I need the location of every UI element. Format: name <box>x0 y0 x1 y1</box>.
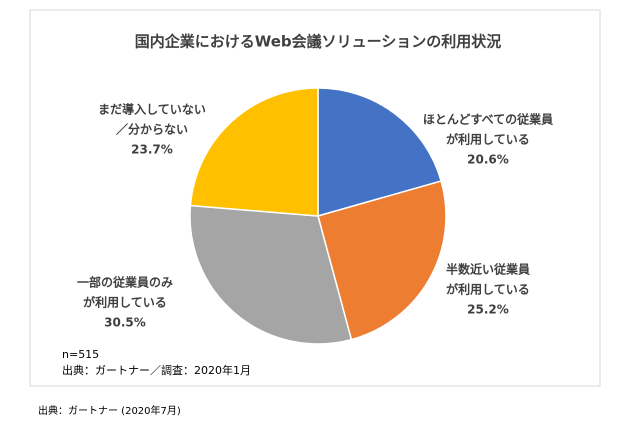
value-label: 25.2% <box>467 303 509 317</box>
value-label: 20.6% <box>467 153 509 167</box>
footer: 出典：ガートナー (2020年7月) <box>38 404 181 417</box>
pie-slice <box>317 180 447 341</box>
slice-label: 半数近い従業員 <box>446 262 530 277</box>
value-label: 23.7% <box>131 143 173 157</box>
slice-label: が利用している <box>83 295 167 310</box>
slice-label: 一部の従業員のみ <box>77 275 173 290</box>
slice-label: が利用している <box>446 282 530 297</box>
pie-slice <box>189 87 319 217</box>
chart-title: 国内企業におけるWeb会議ソリューションの利用状況 <box>135 33 502 51</box>
slice-label: が利用している <box>446 132 530 147</box>
note: n=515 <box>62 348 99 361</box>
slice-label: ほとんどすべての従業員 <box>423 112 553 127</box>
slice-label: まだ導入していない <box>98 102 206 117</box>
pie-slice <box>189 204 353 345</box>
slice-label: ／分からない <box>116 122 188 137</box>
pie-slice <box>317 87 443 217</box>
value-label: 30.5% <box>104 316 146 330</box>
note: 出典：ガートナー／調査：2020年1月 <box>62 363 251 377</box>
